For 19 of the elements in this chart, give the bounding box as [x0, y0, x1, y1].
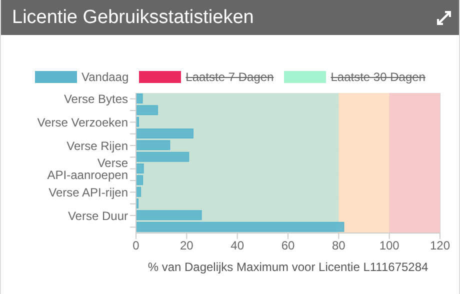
y-tick-label: Verse API-aanroepen [47, 156, 128, 182]
legend-label: Laatste 7 Dagen [186, 70, 274, 84]
x-tick-label: 80 [332, 238, 346, 253]
chart-title: Licentie Gebruiksstatistieken [12, 6, 254, 28]
x-axis-title: % van Dagelijks Maximum voor Licentie L111675284 [148, 260, 429, 274]
legend-label: Laatste 30 Dagen [330, 70, 426, 84]
x-tick-label: 120 [430, 238, 450, 253]
y-tick-label: Verse Duur [68, 208, 128, 223]
x-tick-label: 40 [230, 238, 244, 253]
x-tick-label: 100 [379, 238, 400, 253]
y-tick-label: Verse Bytes [64, 92, 128, 106]
x-tick-label: 60 [281, 238, 295, 253]
y-tick-label: Verse Rijen [66, 138, 128, 153]
x-tick-label: 0 [132, 238, 140, 253]
y-tick-label: Verse API-rijen [48, 185, 128, 200]
x-tick-label: 20 [180, 238, 194, 253]
legend-label: Vandaag [82, 70, 129, 84]
y-tick-label: Verse Verzoeken [37, 115, 128, 130]
bar [136, 222, 344, 232]
